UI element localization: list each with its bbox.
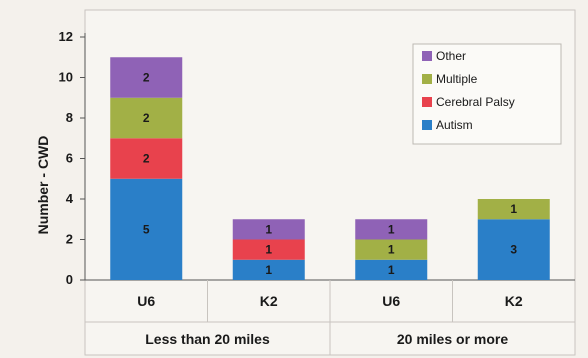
data-label: 3 [510,243,517,257]
y-tick-label: 6 [66,151,73,166]
category-label: K2 [505,293,523,309]
y-tick-label: 12 [59,29,73,44]
bar-segment-other [232,219,305,240]
data-label: 1 [388,222,395,236]
category-label: U6 [137,293,155,309]
bar-segment-multiple [477,199,550,220]
bar-layer [110,57,550,280]
legend: Other Multiple Cerebral Palsy Autism [412,43,562,145]
bar-segment-other [110,57,183,98]
bar-segment-other [355,219,428,240]
data-label: 2 [143,152,150,166]
legend-label: Other [436,49,466,63]
data-label: 1 [265,222,272,236]
data-label: 1 [265,243,272,257]
data-label: 1 [265,263,272,277]
legend-swatch [422,97,432,107]
bar-segment-multiple [355,239,428,260]
y-axis-label: Number - CWD [35,136,51,235]
y-tick-label: 10 [59,70,73,85]
y-tick-label: 4 [66,191,74,206]
legend-label: Autism [436,118,473,132]
bar-segment-cerebral-palsy [232,239,305,260]
data-label: 1 [510,202,517,216]
data-label: 2 [143,71,150,85]
legend-swatch [422,120,432,130]
y-tick-label: 8 [66,110,73,125]
legend-label: Multiple [436,72,478,86]
category-label: K2 [260,293,278,309]
legend-box [412,43,562,145]
bar-segment-autism [355,259,428,280]
legend-swatch [422,51,432,61]
bar-segment-autism [110,178,183,280]
y-tick-label: 2 [66,232,73,247]
data-label: 1 [388,263,395,277]
label-layer: 5 2 2 2 U6 1 1 1 K2 1 1 1 U6 3 1 K2 Less than 20 miles 20… [137,71,523,348]
group-label: Less than 20 miles [145,331,270,347]
legend-swatch [422,74,432,84]
data-label: 2 [143,111,150,125]
data-label: 5 [143,222,150,236]
category-label: U6 [382,293,400,309]
y-tick-label: 0 [66,272,73,287]
bar-segment-autism [477,219,550,280]
data-label: 1 [388,243,395,257]
bar-segment-cerebral-palsy [110,138,183,179]
legend-label: Cerebral Palsy [436,95,515,109]
group-label: 20 miles or more [397,331,508,347]
bar-segment-multiple [110,97,183,139]
bar-segment-autism [232,259,305,280]
